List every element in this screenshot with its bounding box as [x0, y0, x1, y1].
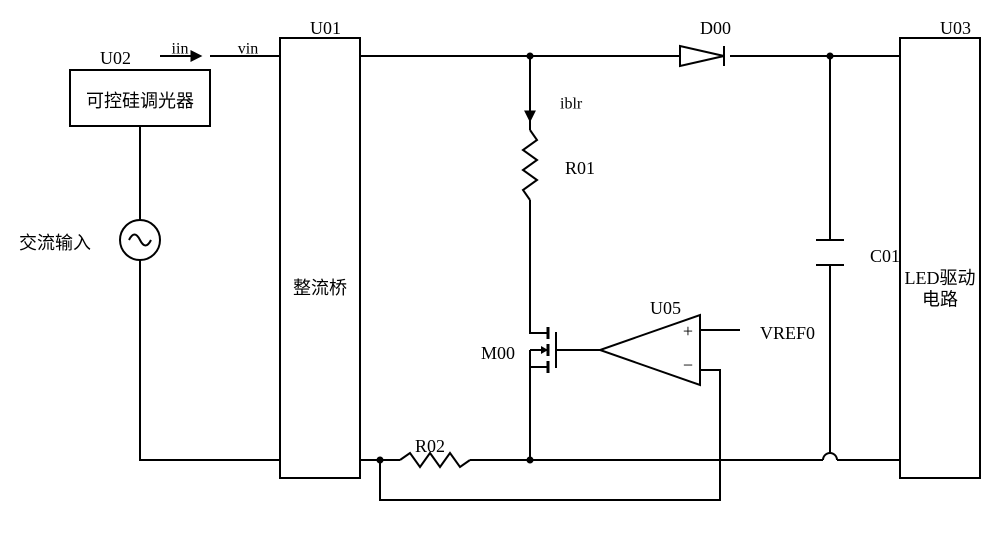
- junction-node: [527, 457, 534, 464]
- wire: [380, 370, 720, 500]
- block-label-U02: 可控硅调光器: [86, 91, 194, 111]
- block-label-U01: 整流桥: [293, 278, 347, 298]
- signal-label-vin: vin: [238, 41, 258, 58]
- junction-node: [827, 53, 834, 60]
- resistor-ref-R02: R02: [415, 436, 445, 456]
- wire-hop: [823, 453, 837, 460]
- resistor-ref-R01: R01: [565, 158, 595, 178]
- mosfet-source-lead: [530, 367, 548, 373]
- opamp-minus: −: [683, 355, 693, 375]
- block-U01: [280, 38, 360, 478]
- opamp-plus: +: [683, 321, 693, 341]
- ac-source-label: 交流输入: [19, 233, 91, 253]
- opamp-vref-label: VREF0: [760, 323, 815, 343]
- junction-node: [377, 457, 384, 464]
- diode-triangle-icon: [680, 46, 724, 66]
- capacitor-ref: C01: [870, 246, 900, 266]
- block-ref-U02: U02: [100, 48, 131, 68]
- junction-node: [527, 53, 534, 60]
- signal-label-iin: iin: [172, 41, 189, 58]
- wire: [140, 260, 280, 460]
- resistor-icon: [523, 130, 537, 200]
- mosfet-drain-lead: [530, 327, 548, 333]
- diode-ref: D00: [700, 18, 731, 38]
- mosfet-ref: M00: [481, 343, 515, 363]
- block-U03: [900, 38, 980, 478]
- signal-label-iblr: iblr: [560, 96, 583, 113]
- block-ref-U03: U03: [940, 18, 971, 38]
- opamp-ref: U05: [650, 298, 681, 318]
- block-ref-U01: U01: [310, 18, 341, 38]
